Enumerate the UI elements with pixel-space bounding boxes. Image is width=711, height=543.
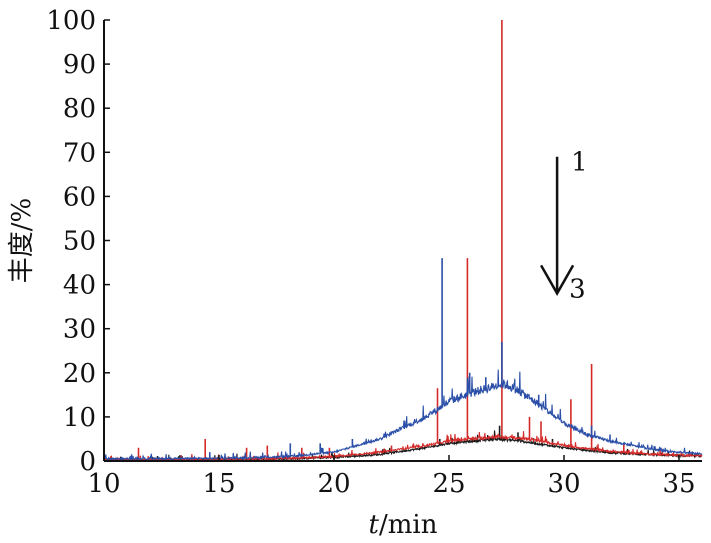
y-tick-label: 100	[46, 6, 96, 36]
x-axis-title: t/min	[369, 510, 438, 540]
y-tick-label: 50	[63, 227, 96, 257]
arrow-end-label: 3	[569, 274, 586, 304]
x-tick-label: 10	[87, 469, 120, 499]
y-tick-label: 30	[63, 315, 96, 345]
x-tick-label: 20	[317, 469, 350, 499]
arrow-start-label: 1	[571, 148, 588, 178]
series-1-trace	[103, 369, 703, 462]
x-axis-title-unit: /min	[379, 510, 438, 540]
series-3-trace	[103, 430, 703, 463]
axes-layer	[103, 19, 702, 462]
annotation-layer: 13	[540, 148, 588, 304]
x-tick-label: 15	[202, 469, 235, 499]
series-3	[103, 425, 703, 463]
x-tick-label: 30	[547, 469, 580, 499]
y-tick-label: 60	[63, 182, 96, 212]
y-tick-label: 0	[79, 447, 96, 477]
series-1	[103, 258, 703, 462]
series-layer	[103, 20, 703, 463]
series-2-trace	[103, 431, 703, 463]
y-tick-label: 10	[63, 403, 96, 433]
y-axis-title: 丰度/%	[7, 198, 37, 283]
y-tick-label: 90	[63, 50, 96, 80]
y-tick-label: 80	[63, 94, 96, 124]
series-2	[103, 20, 703, 463]
y-tick-label: 20	[63, 359, 96, 389]
y-tick-label: 40	[63, 271, 96, 301]
x-tick-label: 35	[662, 469, 695, 499]
trend-arrow-head	[540, 264, 575, 296]
x-axis-title-italic: t	[369, 510, 380, 540]
y-tick-label: 70	[63, 138, 96, 168]
x-tick-label: 25	[432, 469, 465, 499]
